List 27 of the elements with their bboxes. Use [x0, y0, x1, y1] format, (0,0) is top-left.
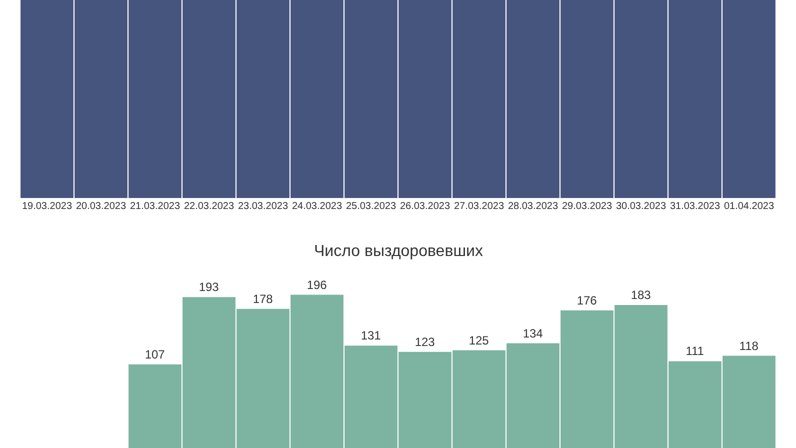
x-tick-label: 21.03.2023 — [130, 201, 180, 212]
data-label: 178 — [252, 292, 274, 306]
data-label: 176 — [576, 293, 598, 308]
data-label: 107 — [144, 347, 166, 362]
x-tick-label: 26.03.2023 — [400, 201, 450, 212]
data-label: 123 — [414, 334, 436, 349]
data-label: 131 — [360, 328, 382, 343]
data-label: 125 — [468, 333, 490, 348]
x-tick-label: 23.03.2023 — [238, 201, 288, 212]
data-label: 134 — [522, 326, 544, 340]
data-label: 183 — [630, 288, 652, 302]
x-tick-label: 31.03.2023 — [670, 201, 720, 212]
data-label: 111 — [686, 344, 704, 358]
data-label: 118 — [739, 338, 759, 353]
data-label: 193 — [198, 280, 220, 294]
x-tick-label: 29.03.2023 — [562, 201, 612, 212]
x-tick-label: 20.03.2023 — [76, 201, 126, 212]
x-tick-label: 19.03.2023 — [22, 201, 72, 212]
x-tick-label: 28.03.2023 — [508, 201, 558, 212]
x-tick-label: 25.03.2023 — [346, 201, 396, 212]
x-tick-label: 01.04.2023 — [724, 201, 774, 212]
chart-title: Число выздоровевших — [314, 243, 483, 260]
x-tick-label: 22.03.2023 — [184, 201, 234, 212]
x-tick-label: 30.03.2023 — [616, 201, 666, 212]
x-tick-label: 24.03.2023 — [292, 201, 342, 212]
data-label: 196 — [306, 278, 328, 292]
x-tick-label: 27.03.2023 — [454, 201, 504, 212]
